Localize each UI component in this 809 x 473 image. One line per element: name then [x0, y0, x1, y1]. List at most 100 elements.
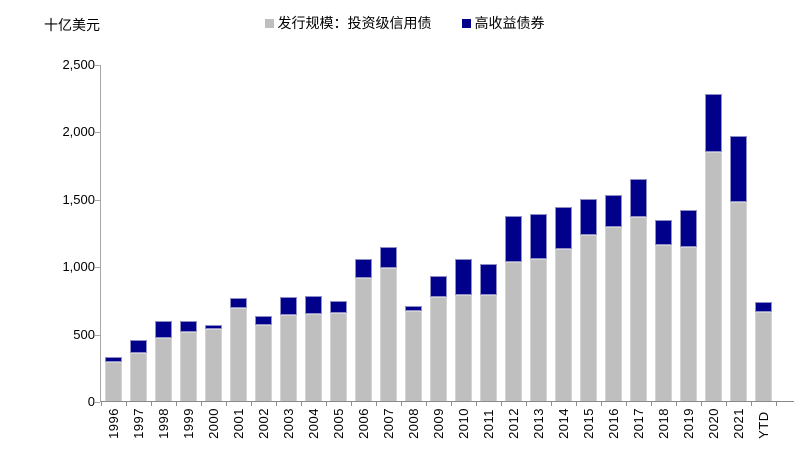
- x-tick-label-1998: 1998: [156, 408, 171, 439]
- x-label-cell-2012: 2012: [501, 408, 526, 439]
- bar-segment-investment-grade-2008: [405, 311, 422, 401]
- y-tick-label-0: 0: [87, 394, 95, 409]
- x-tick-label-2016: 2016: [606, 408, 621, 439]
- x-tick: [376, 402, 377, 406]
- x-tick-label-2021: 2021: [731, 408, 746, 439]
- bar-segment-investment-grade-1996: [105, 361, 122, 401]
- bar-2004: [301, 64, 326, 401]
- x-tick: [576, 402, 577, 406]
- bar-2014: [551, 64, 576, 401]
- bar-2007: [376, 64, 401, 401]
- x-tick-label-2006: 2006: [356, 408, 371, 439]
- x-label-cell-2007: 2007: [376, 408, 401, 439]
- x-tick-label-2017: 2017: [631, 408, 646, 439]
- bar-2012: [501, 64, 526, 401]
- x-label-cell-2006: 2006: [351, 408, 376, 439]
- x-tick: [651, 402, 652, 406]
- bar-segment-investment-grade-2011: [480, 295, 497, 401]
- y-tick-label-2500: 2,500: [62, 57, 95, 72]
- x-label-cell-2010: 2010: [451, 408, 476, 439]
- chart-legend: 发行规模：投资级信用债 高收益债券: [0, 13, 809, 33]
- x-label-cell-2021: 2021: [726, 408, 751, 439]
- x-label-cell-2005: 2005: [326, 408, 351, 439]
- bar-segment-investment-grade-2005: [330, 312, 347, 401]
- x-tick-label-2015: 2015: [581, 408, 596, 439]
- bar-2018: [651, 64, 676, 401]
- x-tick-label-2009: 2009: [431, 408, 446, 439]
- bar-segment-investment-grade-2014: [555, 248, 572, 401]
- x-tick: [476, 402, 477, 406]
- x-label-cell-2009: 2009: [426, 408, 451, 439]
- bar-segment-high-yield-1996: [105, 356, 122, 362]
- bar-segment-investment-grade-2017: [630, 217, 647, 401]
- y-tick: [95, 132, 100, 133]
- y-tick-label-1500: 1,500: [62, 192, 95, 207]
- bar-segment-investment-grade-2012: [505, 262, 522, 401]
- legend-label-high-yield: 高收益债券: [474, 15, 545, 31]
- bar-segment-high-yield-2010: [455, 258, 472, 295]
- x-label-cell-1997: 1997: [126, 408, 151, 439]
- x-tick: [451, 402, 452, 406]
- x-label-cell-1998: 1998: [151, 408, 176, 439]
- x-tick: [126, 402, 127, 406]
- bar-2021: [726, 64, 751, 401]
- x-tick-label-1996: 1996: [106, 408, 121, 439]
- bar-segment-high-yield-2016: [605, 194, 622, 228]
- x-tick-label-2004: 2004: [306, 408, 321, 439]
- bar-segment-high-yield-2020: [705, 93, 722, 152]
- bar-segment-high-yield-2021: [730, 136, 747, 202]
- x-tick-label-2001: 2001: [231, 408, 246, 439]
- bar-segment-investment-grade-2010: [455, 294, 472, 401]
- x-tick-label-2014: 2014: [556, 408, 571, 439]
- bar-segment-high-yield-2008: [405, 305, 422, 312]
- bar-segment-high-yield-2013: [530, 214, 547, 260]
- x-tick: [726, 402, 727, 406]
- x-tick-label-2011: 2011: [481, 408, 496, 439]
- x-tick: [776, 402, 777, 406]
- x-label-cell-2017: 2017: [626, 408, 651, 439]
- y-tick: [95, 335, 100, 336]
- bar-segment-investment-grade-2006: [355, 278, 372, 401]
- x-tick: [201, 402, 202, 406]
- x-tick: [326, 402, 327, 406]
- x-tick: [351, 402, 352, 406]
- x-tick: [276, 402, 277, 406]
- bar-2015: [576, 64, 601, 401]
- bar-segment-high-yield-1998: [155, 321, 172, 338]
- bar-segment-investment-grade-2001: [230, 308, 247, 401]
- bar-segment-high-yield-2015: [580, 199, 597, 236]
- x-label-cell-2000: 2000: [201, 408, 226, 439]
- x-label-cell-2016: 2016: [601, 408, 626, 439]
- bar-segment-investment-grade-2020: [705, 151, 722, 401]
- bar-2010: [451, 64, 476, 401]
- x-tick-label-2010: 2010: [456, 408, 471, 439]
- x-label-cell-2018: 2018: [651, 408, 676, 439]
- x-tick: [526, 402, 527, 406]
- legend-item-investment-grade: 发行规模：投资级信用债: [264, 13, 432, 33]
- bar-segment-high-yield-2007: [380, 247, 397, 268]
- x-tick: [251, 402, 252, 406]
- bar-segment-investment-grade-2019: [680, 246, 697, 401]
- x-label-cell-1999: 1999: [176, 408, 201, 439]
- bar-segment-high-yield-2019: [680, 210, 697, 247]
- bar-2006: [351, 64, 376, 401]
- bar-2013: [526, 64, 551, 401]
- bar-2009: [426, 64, 451, 401]
- y-axis: 2,500 2,000 1,500 1,000 500 0: [31, 57, 95, 409]
- y-tick: [95, 267, 100, 268]
- bar-segment-investment-grade-1999: [180, 331, 197, 401]
- bars-container: [101, 64, 776, 401]
- bar-2008: [401, 64, 426, 401]
- bar-1997: [126, 64, 151, 401]
- bar-2000: [201, 64, 226, 401]
- bar-segment-high-yield-2001: [230, 297, 247, 308]
- bar-segment-high-yield-2012: [505, 216, 522, 263]
- x-label-cell-2004: 2004: [301, 408, 326, 439]
- y-axis-unit-label: 十亿美元: [44, 17, 100, 33]
- legend-item-high-yield: 高收益债券: [461, 13, 545, 33]
- bar-2003: [276, 64, 301, 401]
- bar-1996: [101, 64, 126, 401]
- y-tick-label-2000: 2,000: [62, 124, 95, 139]
- bar-segment-high-yield-1999: [180, 320, 197, 332]
